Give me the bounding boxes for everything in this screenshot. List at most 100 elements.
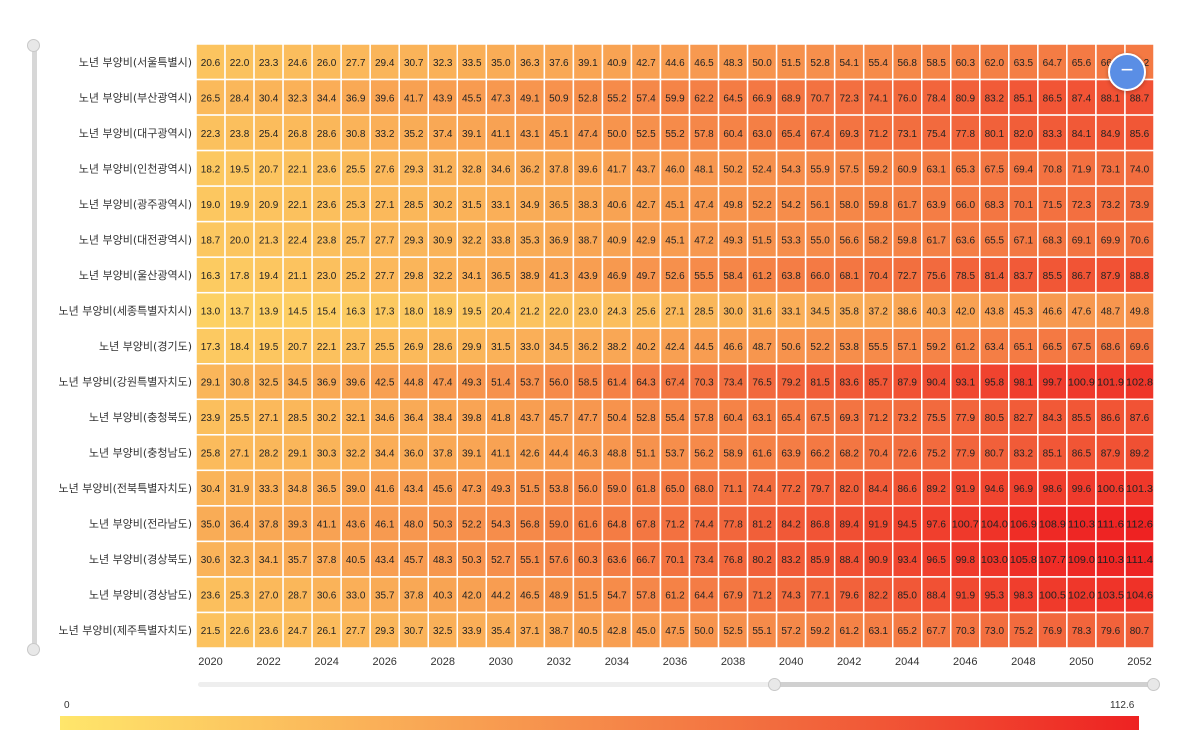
heatmap-cell[interactable] [340, 78, 371, 116]
heatmap-cell[interactable] [195, 611, 226, 649]
heatmap-cell[interactable] [833, 434, 865, 472]
heatmap-cell[interactable] [804, 434, 836, 472]
heatmap-cell[interactable] [1008, 398, 1039, 436]
heatmap-cell[interactable] [253, 114, 284, 152]
heatmap-cell[interactable] [630, 220, 662, 258]
heatmap-cell[interactable] [1095, 363, 1126, 401]
heatmap-cell[interactable] [369, 363, 400, 401]
heatmap-cell[interactable] [717, 256, 749, 294]
heatmap-cell[interactable] [775, 220, 807, 258]
heatmap-cell[interactable] [601, 220, 633, 258]
heatmap-cell[interactable] [311, 540, 342, 578]
heatmap-cell[interactable] [398, 256, 429, 294]
heatmap-cell[interactable] [601, 363, 633, 401]
heatmap-cell[interactable] [1037, 505, 1068, 543]
heatmap-cell[interactable] [1066, 434, 1097, 472]
heatmap-cell[interactable] [659, 363, 691, 401]
heatmap-cell[interactable] [979, 469, 1010, 507]
heatmap-cell[interactable] [340, 327, 371, 365]
heatmap-cell[interactable] [746, 469, 778, 507]
colorbar-gradient[interactable] [60, 716, 1139, 730]
heatmap-cell[interactable] [195, 114, 226, 152]
heatmap-cell[interactable] [224, 540, 255, 578]
heatmap-cell[interactable] [514, 611, 546, 649]
heatmap-cell[interactable] [514, 469, 546, 507]
heatmap-cell[interactable] [601, 434, 633, 472]
heatmap-cell[interactable] [1037, 149, 1068, 187]
heatmap-cell[interactable] [950, 611, 981, 649]
heatmap-cell[interactable] [1066, 149, 1097, 187]
heatmap-cell[interactable] [601, 398, 633, 436]
heatmap-cell[interactable] [979, 114, 1010, 152]
vertical-zoom-slider-track[interactable] [32, 42, 37, 650]
heatmap-cell[interactable] [775, 149, 807, 187]
vertical-zoom-top-handle[interactable] [27, 39, 40, 52]
horizontal-zoom-right-handle[interactable] [1147, 678, 1160, 691]
heatmap-cell[interactable] [688, 469, 720, 507]
heatmap-cell[interactable] [543, 434, 575, 472]
heatmap-cell[interactable] [311, 611, 342, 649]
heatmap-cell[interactable] [543, 540, 575, 578]
heatmap-cell[interactable] [833, 78, 865, 116]
heatmap-cell[interactable] [369, 149, 400, 187]
heatmap-cell[interactable] [1008, 149, 1039, 187]
heatmap-cell[interactable] [717, 78, 749, 116]
heatmap-cell[interactable] [427, 434, 459, 472]
heatmap-cell[interactable] [921, 505, 952, 543]
heatmap-cell[interactable] [630, 43, 662, 81]
heatmap-cell[interactable] [427, 611, 459, 649]
heatmap-cell[interactable] [891, 78, 923, 116]
heatmap-cell[interactable] [1124, 149, 1155, 187]
heatmap-cell[interactable] [1124, 114, 1155, 152]
heatmap-cell[interactable] [311, 43, 342, 81]
heatmap-cell[interactable] [862, 114, 894, 152]
heatmap-cell[interactable] [543, 256, 575, 294]
heatmap-cell[interactable] [833, 185, 865, 223]
heatmap-cell[interactable] [427, 576, 459, 614]
heatmap-cell[interactable] [1124, 291, 1155, 329]
heatmap-cell[interactable] [369, 469, 400, 507]
heatmap-cell[interactable] [659, 114, 691, 152]
heatmap-cell[interactable] [1095, 611, 1126, 649]
heatmap-cell[interactable] [427, 398, 459, 436]
heatmap-cell[interactable] [688, 291, 720, 329]
heatmap-cell[interactable] [688, 576, 720, 614]
heatmap-cell[interactable] [891, 220, 923, 258]
heatmap-cell[interactable] [282, 114, 313, 152]
heatmap-cell[interactable] [224, 149, 255, 187]
heatmap-cell[interactable] [775, 327, 807, 365]
heatmap-cell[interactable] [398, 398, 429, 436]
heatmap-cell[interactable] [572, 78, 604, 116]
heatmap-cell[interactable] [340, 363, 371, 401]
heatmap-cell[interactable] [282, 540, 313, 578]
heatmap-cell[interactable] [862, 327, 894, 365]
heatmap-cell[interactable] [369, 327, 400, 365]
heatmap-cell[interactable] [485, 434, 517, 472]
heatmap-cell[interactable] [543, 398, 575, 436]
heatmap-cell[interactable] [543, 43, 575, 81]
heatmap-cell[interactable] [195, 185, 226, 223]
heatmap-cell[interactable] [572, 540, 604, 578]
heatmap-cell[interactable] [369, 576, 400, 614]
heatmap-cell[interactable] [979, 505, 1010, 543]
heatmap-cell[interactable] [717, 505, 749, 543]
heatmap-cell[interactable] [456, 469, 488, 507]
heatmap-cell[interactable] [659, 149, 691, 187]
heatmap-cell[interactable] [891, 43, 923, 81]
heatmap-cell[interactable] [485, 114, 517, 152]
heatmap-cell[interactable] [1008, 43, 1039, 81]
heatmap-cell[interactable] [1095, 256, 1126, 294]
heatmap-cell[interactable] [630, 469, 662, 507]
heatmap-cell[interactable] [833, 43, 865, 81]
heatmap-cell[interactable] [282, 78, 313, 116]
heatmap-cell[interactable] [572, 434, 604, 472]
heatmap-cell[interactable] [195, 398, 226, 436]
heatmap-cell[interactable] [485, 327, 517, 365]
heatmap-cell[interactable] [282, 576, 313, 614]
heatmap-cell[interactable] [456, 185, 488, 223]
heatmap-cell[interactable] [979, 576, 1010, 614]
heatmap-cell[interactable] [224, 505, 255, 543]
heatmap-cell[interactable] [891, 505, 923, 543]
heatmap-cell[interactable] [717, 43, 749, 81]
horizontal-zoom-slider-track[interactable] [198, 682, 1154, 687]
